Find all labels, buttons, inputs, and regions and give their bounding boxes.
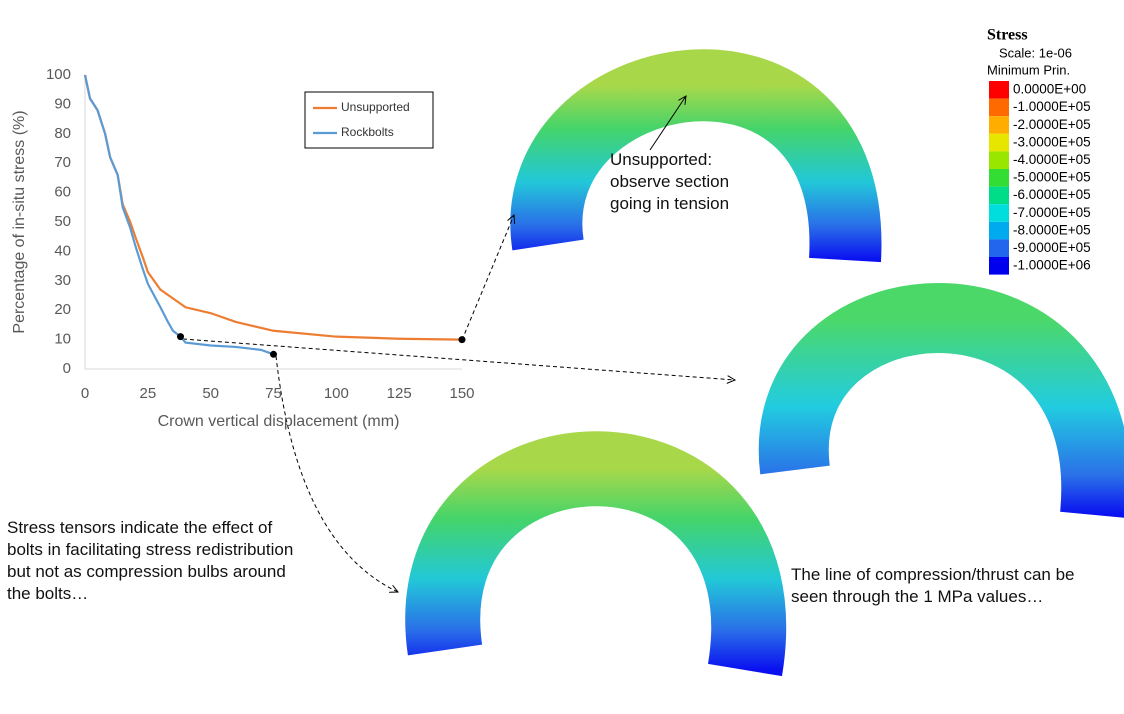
y-tick-label: 60 bbox=[54, 184, 71, 201]
stress-swatch bbox=[989, 187, 1009, 205]
y-tick-label: 100 bbox=[46, 66, 71, 83]
highlight-point bbox=[459, 336, 466, 343]
stress-label: -2.0000E+05 bbox=[1013, 117, 1091, 132]
y-tick-label: 80 bbox=[54, 125, 71, 142]
stress-label: 0.0000E+00 bbox=[1013, 82, 1086, 97]
annotation-thrust: The line of compression/thrust can be bbox=[791, 565, 1074, 584]
annotation-unsupported: observe section bbox=[610, 172, 729, 191]
y-tick-label: 40 bbox=[54, 242, 71, 259]
annotation-bolts: bolts in facilitating stress redistribut… bbox=[7, 540, 293, 559]
stress-label: -5.0000E+05 bbox=[1013, 170, 1091, 185]
stress-label: -1.0000E+05 bbox=[1013, 99, 1091, 114]
stress-swatch bbox=[989, 116, 1009, 134]
x-tick-label: 50 bbox=[202, 385, 219, 402]
stress-label: -3.0000E+05 bbox=[1013, 134, 1091, 149]
y-tick-label: 50 bbox=[54, 213, 71, 230]
stress-swatch bbox=[989, 151, 1009, 169]
y-tick-label: 10 bbox=[54, 331, 71, 348]
y-tick-label: 20 bbox=[54, 301, 71, 318]
stress-swatch bbox=[989, 169, 1009, 187]
stress-label: -4.0000E+05 bbox=[1013, 152, 1091, 167]
stress-label: -9.0000E+05 bbox=[1013, 240, 1091, 255]
stress-legend-title: Stress bbox=[987, 27, 1028, 44]
x-tick-label: 100 bbox=[324, 385, 349, 402]
highlight-point bbox=[177, 333, 184, 340]
annotation-bolts: but not as compression bulbs around bbox=[7, 562, 286, 581]
x-tick-label: 150 bbox=[449, 385, 474, 402]
chart: 0 10 20 30 40 50 60 70 80 90 100 0 25 50 75 100 125 150 Cr… bbox=[11, 66, 474, 430]
stress-legend-line: Minimum Prin. bbox=[987, 62, 1070, 77]
x-tick-label: 0 bbox=[81, 385, 89, 402]
series-line bbox=[85, 75, 274, 354]
x-axis-label: Crown vertical displacement (mm) bbox=[158, 413, 400, 430]
y-tick-label: 70 bbox=[54, 154, 71, 171]
annotation-bolts: Stress tensors indicate the effect of bbox=[7, 518, 272, 537]
x-tick-label: 125 bbox=[387, 385, 412, 402]
stress-swatch bbox=[989, 239, 1009, 257]
stress-swatch bbox=[989, 257, 1009, 275]
x-tick-label: 75 bbox=[265, 385, 282, 402]
stress-swatch bbox=[989, 81, 1009, 99]
page: 0 10 20 30 40 50 60 70 80 90 100 0 25 50 75 100 125 150 Cr… bbox=[0, 0, 1124, 709]
highlight-point bbox=[270, 351, 277, 358]
annotation-unsupported: Unsupported: bbox=[610, 150, 712, 169]
stress-label: -1.0000E+06 bbox=[1013, 258, 1091, 273]
stress-swatch bbox=[989, 134, 1009, 152]
arch-rockbolts-a bbox=[794, 318, 1097, 515]
stress-label: -8.0000E+05 bbox=[1013, 222, 1091, 237]
annotation-bolts: the bolts… bbox=[7, 584, 88, 603]
y-tick-label: 90 bbox=[54, 95, 71, 112]
stress-swatch bbox=[989, 204, 1009, 222]
stress-swatch bbox=[989, 222, 1009, 240]
legend-label: Rockbolts bbox=[341, 125, 394, 139]
stress-legend-line: Scale: 1e-06 bbox=[999, 45, 1072, 60]
annotation-unsupported: going in tension bbox=[610, 194, 729, 213]
stress-label: -6.0000E+05 bbox=[1013, 187, 1091, 202]
annotation-thrust: seen through the 1 MPa values… bbox=[791, 587, 1043, 606]
legend-label: Unsupported bbox=[341, 100, 410, 114]
x-tick-label: 25 bbox=[139, 385, 156, 402]
stress-label: -7.0000E+05 bbox=[1013, 205, 1091, 220]
y-tick-label: 30 bbox=[54, 272, 71, 289]
y-axis-label: Percentage of in-situ stress (%) bbox=[11, 110, 28, 333]
y-tick-label: 0 bbox=[63, 360, 71, 377]
stress-swatch bbox=[989, 99, 1009, 117]
arch-rockbolts-b bbox=[443, 469, 749, 670]
